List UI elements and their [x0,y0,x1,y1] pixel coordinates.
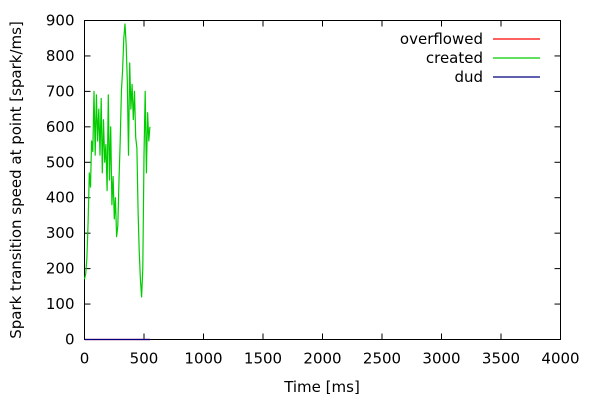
legend-label-created: created [426,49,483,67]
x-tick-label: 0 [80,350,90,368]
x-tick-label: 500 [130,350,159,368]
x-tick-label: 3000 [422,350,460,368]
x-tick-label: 1500 [244,350,282,368]
y-tick-label: 600 [46,118,75,136]
y-tick-label: 800 [46,47,75,65]
x-axis: 0 500 1000 1500 2000 2500 3000 3500 4000 [80,20,580,368]
y-tick-label: 200 [46,260,75,278]
x-tick-label: 3500 [482,350,520,368]
y-tick-label: 700 [46,82,75,100]
legend-label-overflowed: overflowed [400,30,483,48]
y-tick-label: 100 [46,295,75,313]
y-tick-label: 400 [46,189,75,207]
x-tick-label: 4000 [541,350,579,368]
x-tick-label: 2500 [363,350,401,368]
y-tick-label: 500 [46,153,75,171]
x-tick-label: 2000 [303,350,341,368]
y-tick-label: 0 [65,331,75,349]
y-axis: 0 100 200 300 400 500 600 700 800 900 [46,12,561,349]
y-tick-label: 300 [46,224,75,242]
y-tick-label: 900 [46,12,75,30]
series-layer [83,23,151,341]
legend-label-dud: dud [454,68,483,86]
plot-frame [84,20,561,340]
series-line-created [83,23,151,298]
x-tick-label: 1000 [184,350,222,368]
x-axis-label: Time [ms] [283,378,360,396]
y-axis-label: Spark transition speed at point [spark/m… [7,21,25,339]
